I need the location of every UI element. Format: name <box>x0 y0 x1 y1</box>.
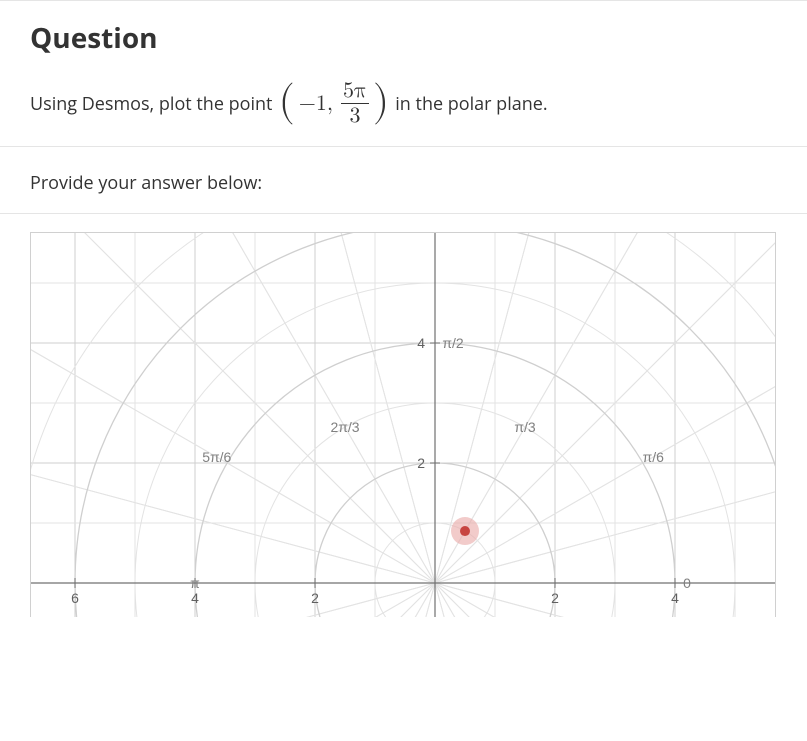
fraction-denominator: 3 <box>347 104 362 128</box>
svg-text:2: 2 <box>311 590 319 606</box>
prompt-after: in the polar plane. <box>395 92 547 116</box>
svg-text:2: 2 <box>417 455 425 471</box>
svg-text:π/3: π/3 <box>514 419 536 435</box>
polar-coordinate-expression: ( −1, 5π 3 ) <box>278 79 389 128</box>
svg-text:π: π <box>190 575 200 591</box>
svg-text:0: 0 <box>683 575 691 591</box>
question-prompt: Using Desmos, plot the point ( −1, 5π 3 … <box>30 79 777 128</box>
fraction-numerator: 5π <box>341 79 369 104</box>
svg-text:π/2: π/2 <box>442 335 464 351</box>
svg-text:2: 2 <box>551 590 559 606</box>
svg-text:4: 4 <box>671 590 679 606</box>
svg-text:6: 6 <box>71 590 79 606</box>
polar-graph-svg[interactable]: 6422462460π/6π/3π/22π/35π/6π <box>31 233 776 617</box>
prompt-before: Using Desmos, plot the point <box>30 92 272 116</box>
right-paren: ) <box>373 81 389 123</box>
theta-fraction: 5π 3 <box>341 79 369 128</box>
svg-text:4: 4 <box>191 590 199 606</box>
svg-text:5π/6: 5π/6 <box>202 449 231 465</box>
question-heading: Question <box>30 19 777 57</box>
r-value: −1, <box>299 91 333 117</box>
svg-text:π/6: π/6 <box>643 449 665 465</box>
polar-graph[interactable]: 6422462460π/6π/3π/22π/35π/6π <box>30 232 776 617</box>
section-divider <box>0 146 807 147</box>
left-paren: ( <box>278 81 294 123</box>
svg-text:4: 4 <box>417 335 425 351</box>
answer-prompt-label: Provide your answer below: <box>30 171 777 195</box>
svg-text:2π/3: 2π/3 <box>330 419 359 435</box>
